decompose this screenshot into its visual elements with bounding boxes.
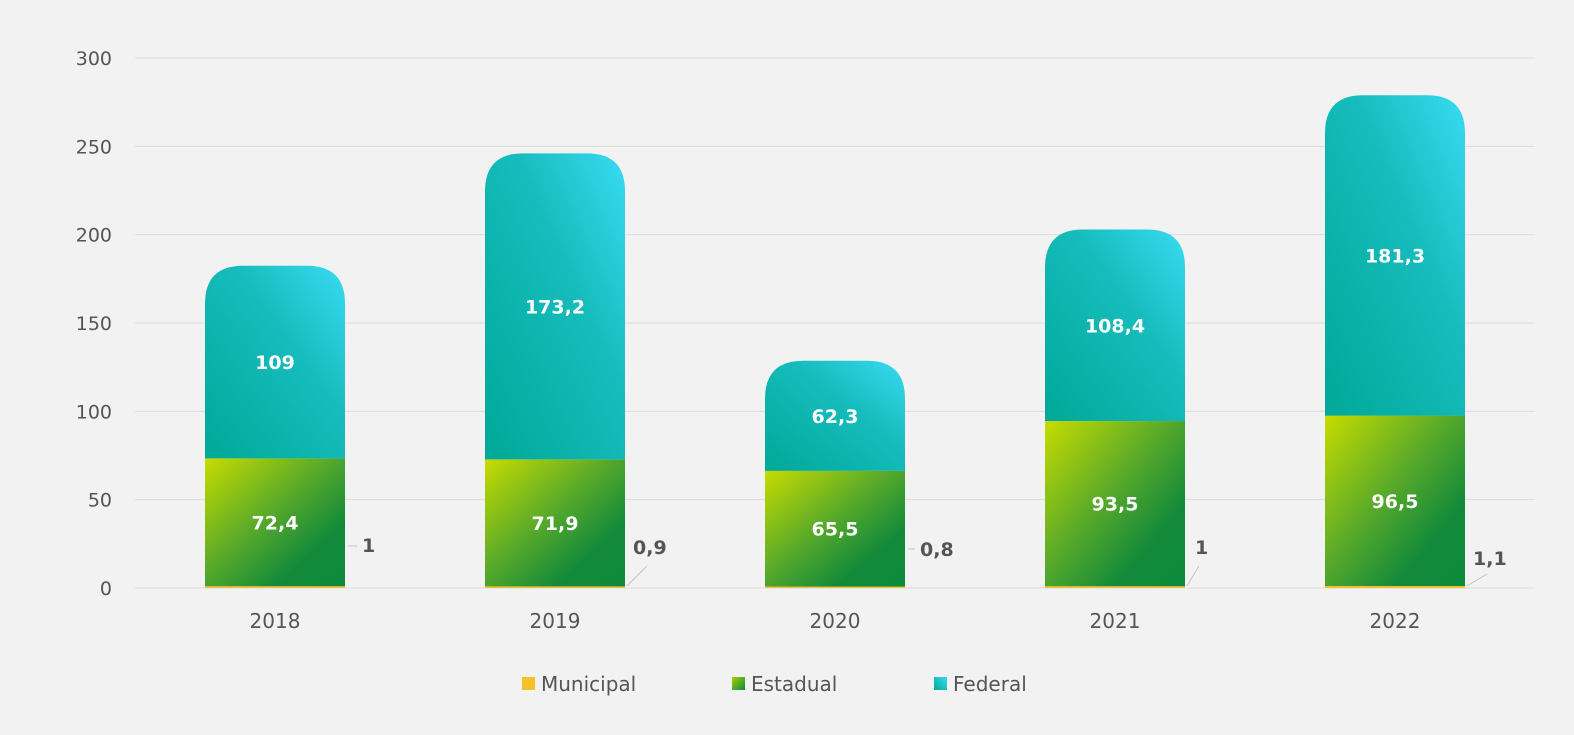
legend-swatch <box>522 677 535 690</box>
data-label-municipal-2019: 0,9 <box>633 537 667 559</box>
bars <box>205 95 1465 588</box>
y-axis-ticks: 0 50 100 150 200 250 300 <box>76 48 112 600</box>
y-tick-label: 150 <box>76 313 112 335</box>
data-label-estadual-2018: 72,4 <box>252 512 299 534</box>
y-tick-label: 100 <box>76 401 112 423</box>
data-label-estadual-2021: 93,5 <box>1092 494 1139 516</box>
bar-federal-2018 <box>205 265 345 459</box>
bar-municipal-2022 <box>1325 586 1465 588</box>
bar-estadual-2020 <box>765 470 905 587</box>
data-label-municipal-2021: 1 <box>1195 537 1208 559</box>
legend-label: Estadual <box>751 672 837 696</box>
leader-line-municipal-2021 <box>1186 565 1200 587</box>
y-tick-label: 250 <box>76 136 112 158</box>
data-label-estadual-2020: 65,5 <box>812 519 859 541</box>
x-tick-label: 2019 <box>530 609 581 633</box>
data-label-estadual-2022: 96,5 <box>1372 491 1419 513</box>
data-label-municipal-2022: 1,1 <box>1473 548 1507 570</box>
x-tick-label: 2018 <box>250 609 301 633</box>
bar-estadual-2022 <box>1325 415 1465 587</box>
x-tick-label: 2022 <box>1370 609 1421 633</box>
y-tick-label: 300 <box>76 48 112 70</box>
data-label-federal-2018: 109 <box>255 352 295 374</box>
bar-federal-2020 <box>765 360 905 471</box>
bar-municipal-2020 <box>765 586 905 588</box>
x-axis-ticks: 2018 2019 2020 2021 2022 <box>250 609 1421 633</box>
y-tick-label: 0 <box>100 578 112 600</box>
data-label-federal-2022: 181,3 <box>1365 245 1425 267</box>
leader-line-municipal-2019 <box>626 565 648 587</box>
data-label-federal-2020: 62,3 <box>812 406 859 428</box>
legend-swatch <box>934 677 947 690</box>
y-tick-label: 50 <box>88 490 112 512</box>
legend: Municipal Estadual Federal <box>522 672 1027 696</box>
bar-federal-2019 <box>485 153 625 460</box>
legend-item-estadual: Estadual <box>732 672 837 696</box>
data-label-estadual-2019: 71,9 <box>532 513 579 535</box>
data-label-federal-2021: 108,4 <box>1085 315 1145 337</box>
bar-municipal-2018 <box>205 586 345 588</box>
bar-estadual-2019 <box>485 459 625 587</box>
bar-estadual-2021 <box>1045 421 1185 587</box>
y-tick-label: 200 <box>76 225 112 247</box>
legend-label: Federal <box>953 672 1027 696</box>
bar-municipal-2021 <box>1045 586 1185 588</box>
leader-line-municipal-2022 <box>1466 573 1488 587</box>
bar-estadual-2018 <box>205 458 345 587</box>
legend-item-municipal: Municipal <box>522 672 636 696</box>
data-label-municipal-2020: 0,8 <box>920 539 954 561</box>
bar-municipal-2019 <box>485 586 625 588</box>
bar-federal-2022 <box>1325 95 1465 416</box>
bar-federal-2021 <box>1045 229 1185 422</box>
data-labels: 72,4 109 1 71,9 173,2 0,9 65,5 62,3 0,8 93,5 108,4… <box>252 245 1507 587</box>
data-label-municipal-2018: 1 <box>362 535 375 557</box>
x-tick-label: 2021 <box>1090 609 1141 633</box>
x-tick-label: 2020 <box>810 609 861 633</box>
legend-label: Municipal <box>541 672 636 696</box>
legend-swatch <box>732 677 745 690</box>
legend-item-federal: Federal <box>934 672 1027 696</box>
data-label-federal-2019: 173,2 <box>525 296 585 318</box>
